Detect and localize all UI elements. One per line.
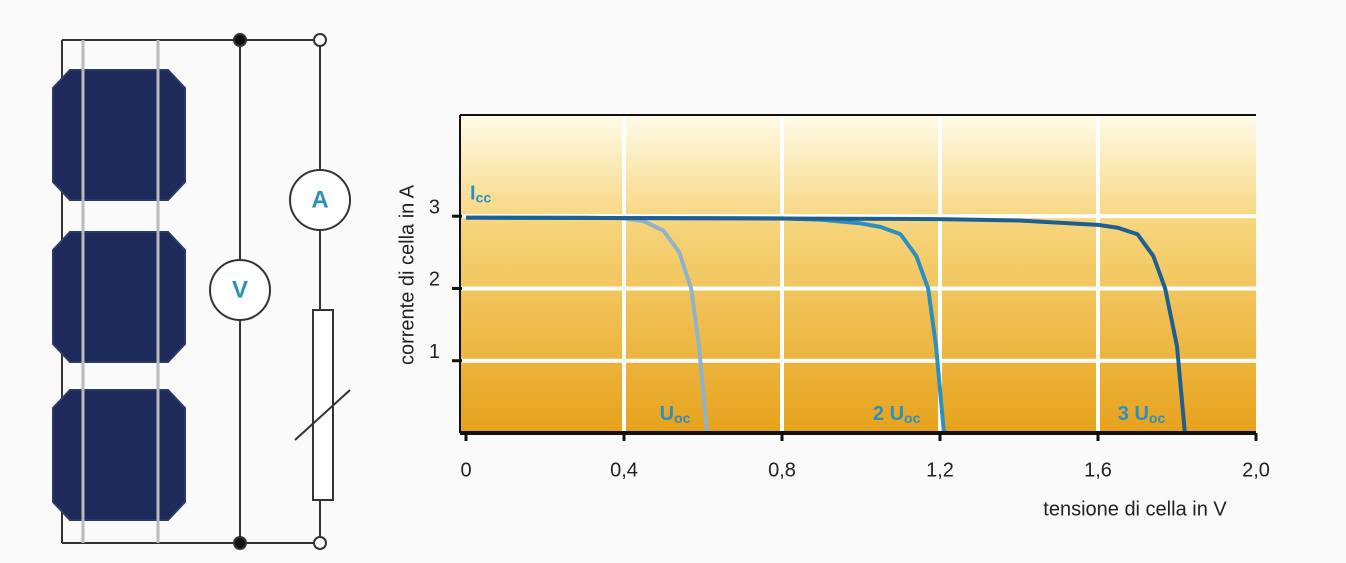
annotation-subscript: oc xyxy=(904,410,921,426)
ammeter-label: A xyxy=(311,186,328,213)
y-tick-label: 2 xyxy=(429,269,440,291)
annotation-subscript: oc xyxy=(674,410,691,426)
x-tick-label: 2,0 xyxy=(1242,459,1270,481)
y-axis-title: corrente di cella in A xyxy=(396,184,418,365)
x-axis-title: tensione di cella in V xyxy=(1043,498,1227,520)
x-tick-label: 0,4 xyxy=(610,459,638,481)
x-tick-label: 1,6 xyxy=(1084,459,1112,481)
figure: A V 00,40,81,21,62,0123IccUoc2 Uoc3 Uoc … xyxy=(0,0,1346,563)
x-tick-label: 1,2 xyxy=(926,459,954,481)
annotation-text: 3 U xyxy=(1118,403,1149,425)
x-tick-label: 0,8 xyxy=(768,459,796,481)
x-tick-label: 0 xyxy=(460,459,471,481)
y-tick-label: 3 xyxy=(429,196,440,218)
annotation-text: 2 U xyxy=(873,403,904,425)
voltmeter-label: V xyxy=(232,276,248,303)
annotation-text: U xyxy=(660,403,674,425)
y-tick-label: 1 xyxy=(429,341,440,363)
plot-area xyxy=(460,115,1256,433)
annotation-subscript: oc xyxy=(1149,410,1166,426)
annotation-subscript: cc xyxy=(476,189,492,205)
